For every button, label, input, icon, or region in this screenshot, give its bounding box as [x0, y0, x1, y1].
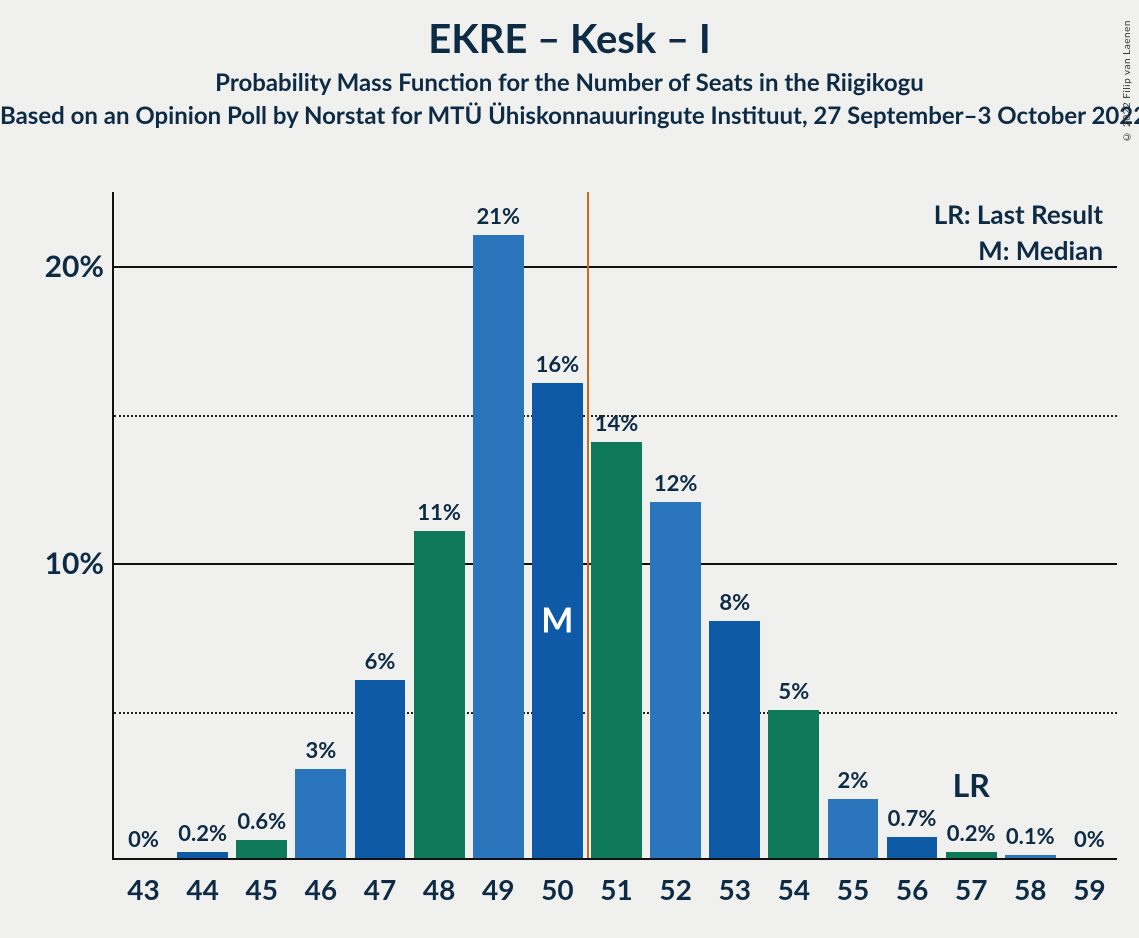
bar: 0.6% [236, 840, 287, 858]
last-result-marker: LR [953, 765, 990, 804]
bar: 6% [355, 680, 406, 858]
bar: 2% [828, 799, 879, 858]
x-tick-label: 47 [364, 872, 396, 906]
bar-value-label: 6% [365, 647, 396, 674]
bar-value-label: 2% [838, 766, 869, 793]
bar-value-label: 14% [595, 409, 639, 436]
median-line [587, 192, 589, 858]
x-tick-label: 52 [659, 872, 691, 906]
chart-title: EKRE – Kesk – I [0, 14, 1139, 62]
x-tick-label: 49 [482, 872, 514, 906]
bar-value-label: 0.6% [237, 807, 286, 834]
bar-value-label: 0% [128, 825, 159, 852]
bar: 3% [295, 769, 346, 858]
x-tick-label: 46 [305, 872, 337, 906]
x-tick-label: 54 [778, 872, 810, 906]
x-tick-label: 43 [127, 872, 159, 906]
bar-value-label: 5% [778, 677, 809, 704]
bar-value-label: 0.2% [178, 819, 227, 846]
bar-value-label: 11% [417, 498, 461, 525]
bar: 12% [650, 502, 701, 858]
bar: 8% [709, 621, 760, 859]
bar: 0.1% [1005, 855, 1056, 858]
x-tick-label: 55 [837, 872, 869, 906]
bar-value-label: 0.2% [947, 819, 996, 846]
x-tick-label: 45 [246, 872, 278, 906]
x-tick-label: 44 [186, 872, 218, 906]
y-tick-label: 20% [45, 248, 104, 284]
x-tick-label: 53 [718, 872, 750, 906]
bar-value-label: 0% [1074, 825, 1105, 852]
y-tick-label: 10% [45, 545, 104, 581]
bar: 0.7% [887, 837, 938, 858]
x-tick-label: 58 [1014, 872, 1046, 906]
bar: 5% [768, 710, 819, 858]
bars-layer: 0%0.2%0.6%3%6%11%21%16%M14%12%8%5%2%0.7%… [114, 192, 1117, 858]
bar-value-label: 0.1% [1006, 822, 1055, 849]
copyright-note: © 2022 Filip van Laenen [1121, 20, 1133, 143]
median-marker: M [541, 600, 573, 641]
bar-value-label: 21% [476, 202, 520, 229]
bar: 0.2% [177, 852, 228, 858]
bar: 16%M [532, 383, 583, 858]
chart-subtitle: Probability Mass Function for the Number… [0, 68, 1139, 97]
bar-value-label: 0.7% [888, 804, 937, 831]
bar-value-label: 8% [719, 588, 750, 615]
bar-value-label: 12% [654, 469, 698, 496]
x-tick-label: 57 [955, 872, 987, 906]
plot-area: 10%20%LR: Last ResultM: Median0%0.2%0.6%… [112, 192, 1117, 860]
bar-value-label: 3% [305, 736, 336, 763]
bar: 11% [414, 531, 465, 858]
x-tick-label: 56 [896, 872, 928, 906]
bar: 0.2% [946, 852, 997, 858]
x-tick-label: 48 [423, 872, 455, 906]
bar-value-label: 16% [536, 350, 580, 377]
x-tick-label: 51 [600, 872, 632, 906]
chart-subtitle-2: Based on an Opinion Poll by Norstat for … [0, 101, 1139, 130]
x-tick-label: 59 [1073, 872, 1105, 906]
bar: 21% [473, 235, 524, 858]
x-tick-label: 50 [541, 872, 573, 906]
bar: 14% [591, 442, 642, 858]
